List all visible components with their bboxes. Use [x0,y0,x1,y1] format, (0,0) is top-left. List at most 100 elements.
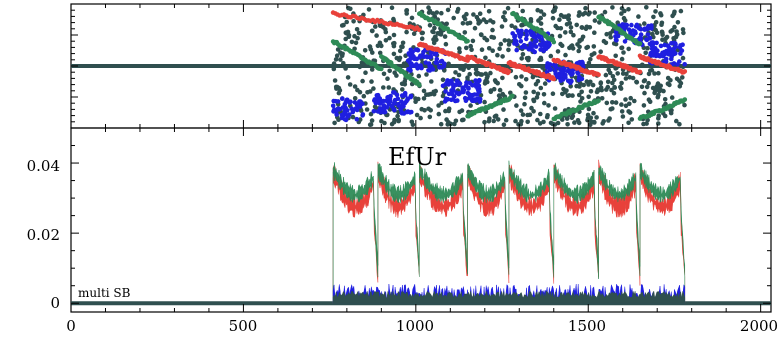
top-point-dark [626,109,631,114]
top-point-blue [449,78,454,84]
top-point-dark [632,98,637,104]
top-point-dark [348,6,353,12]
top-point-dark [341,22,346,28]
top-point-dark [548,53,554,59]
top-point-dark [585,112,591,118]
top-point-dark [592,30,597,35]
top-point-dark [642,78,648,83]
top-point-blue [456,80,462,85]
top-point-green [596,98,601,104]
top-point-blue [395,96,401,101]
top-point-blue [415,66,420,71]
top-point-dark [439,10,444,16]
top-point-blue [407,110,413,115]
top-point-dark [579,25,585,30]
top-point-dark [391,16,396,22]
top-point-dark [534,95,540,100]
top-point-dark [394,73,399,78]
top-point-blue [354,116,360,122]
top-point-dark [431,37,436,42]
top-point-blue [614,38,619,43]
top-point-blue [473,78,478,83]
top-point-blue [532,39,538,45]
top-point-blue [476,88,481,93]
top-point-dark [555,25,560,31]
top-point-dark [646,80,651,86]
top-point-dark [457,46,462,51]
top-point-dark [640,62,645,68]
top-point-dark [639,84,645,90]
top-point-dark [467,71,473,77]
top-point-blue [401,101,406,107]
top-point-blue [512,33,518,39]
top-point-blue [636,25,642,31]
top-point-dark [587,25,593,30]
top-point-dark [350,114,356,120]
top-point-blue [408,94,414,100]
top-point-dark [577,38,582,44]
top-point-dark [656,70,661,76]
top-point-dark [520,112,526,117]
top-point-dark [337,88,343,93]
top-point-dark [481,17,487,22]
top-point-green [551,39,557,45]
top-point-dark [641,121,646,127]
top-point-dark [619,109,625,114]
top-point-dark [434,10,440,15]
top-point-blue [673,51,678,56]
top-point-dark [420,30,426,36]
top-point-dark [352,96,358,101]
top-point-dark [550,9,556,14]
top-point-dark [564,22,570,27]
top-point-dark [473,66,479,72]
top-point-dark [570,113,576,119]
top-point-blue [414,56,419,62]
top-point-blue [634,22,640,28]
top-point-dark [604,87,609,92]
top-point-dark [500,91,506,97]
top-point-dark [389,5,395,10]
top-point-blue [443,89,448,94]
top-point-blue [467,80,473,86]
top-point-blue [658,43,664,49]
top-point-dark [453,118,459,124]
top-point-dark [351,19,356,24]
top-point-dark [404,29,409,35]
top-point-blue [428,54,434,59]
top-point-dark [490,48,496,53]
top-point-dark [385,76,390,81]
top-point-blue [650,40,656,45]
top-point-dark [555,49,561,54]
top-point-green [465,38,470,44]
top-point-blue [519,31,524,37]
top-point-dark [472,25,478,31]
top-point-dark [648,68,653,73]
top-point-dark [488,89,494,95]
top-point-dark [542,81,548,86]
top-point-blue [343,117,349,123]
top-point-dark [498,41,504,47]
top-point-dark [416,73,422,79]
top-point-dark [502,38,508,43]
top-point-dark [603,72,609,78]
x-tick-label-500: 500 [229,317,258,335]
top-point-dark [538,15,543,21]
top-point-dark [656,113,661,118]
top-point-dark [568,25,574,30]
top-point-dark [360,78,365,84]
top-point-blue [334,112,339,117]
top-point-dark [370,50,375,55]
top-point-dark [538,9,544,14]
top-point-dark [468,43,474,49]
top-point-blue [331,98,337,104]
top-point-dark [571,32,576,38]
top-point-dark [619,80,624,86]
top-point-blue [546,41,551,46]
top-point-dark [544,114,550,120]
top-point-dark [355,87,360,93]
top-point-blue [553,68,558,74]
top-point-blue [461,87,467,93]
top-point-dark [590,82,596,88]
top-point-dark [333,57,339,62]
